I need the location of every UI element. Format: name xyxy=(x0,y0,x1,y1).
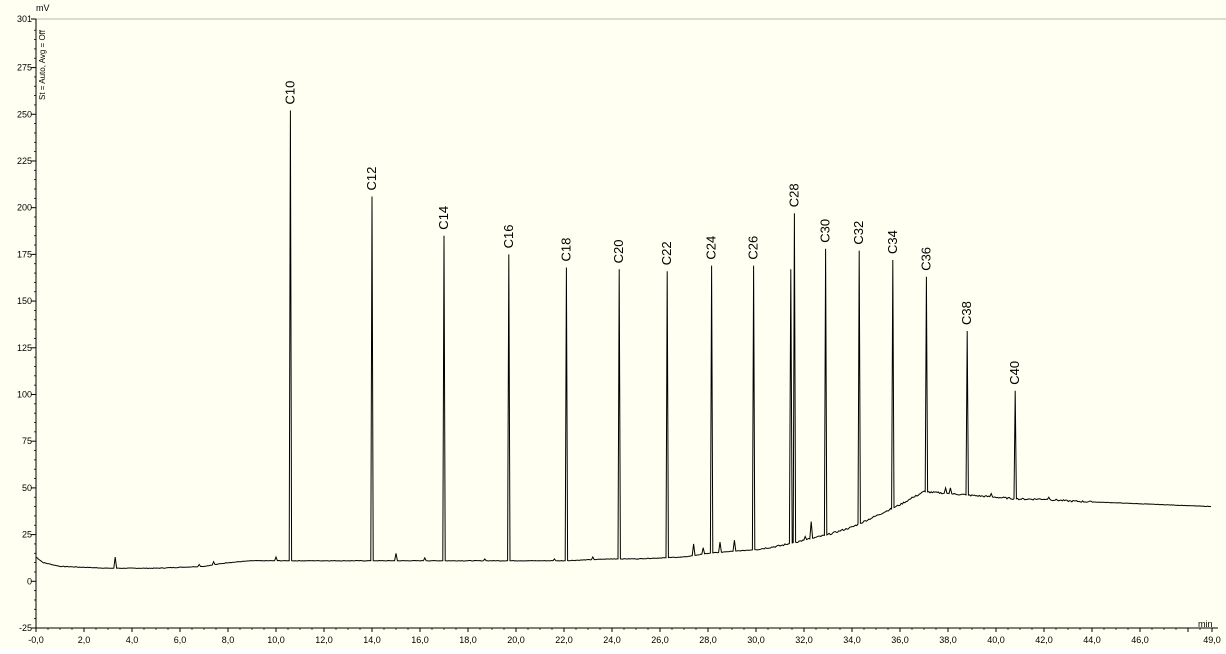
chromatogram-trace xyxy=(35,110,1212,570)
x-tick-label: 22,0 xyxy=(555,635,573,645)
peak-label-c18: C18 xyxy=(558,238,573,262)
y-tick-label: 225 xyxy=(17,156,32,166)
x-tick-label: 42,0 xyxy=(1035,635,1053,645)
x-tick-label: 36,0 xyxy=(891,635,909,645)
y-axis-label: mV xyxy=(36,3,50,13)
x-tick-label: 24,0 xyxy=(603,635,621,645)
peak-label-c40: C40 xyxy=(1007,361,1022,385)
x-tick-label: 49,0 xyxy=(1203,635,1221,645)
peak-label-c10: C10 xyxy=(282,81,297,105)
marks: C10 C12 C14 C16 C18 C20 C22 C24 C26 C28 C30 C32 C34 C… xyxy=(35,81,1212,570)
peak-label-c34: C34 xyxy=(885,230,900,254)
peak-label-c22: C22 xyxy=(659,241,674,265)
y-tick-label: 50 xyxy=(22,483,32,493)
y-tick-label: 0 xyxy=(27,576,32,586)
y-tick-label: -25 xyxy=(19,623,32,633)
x-tick-label: 20,0 xyxy=(507,635,525,645)
x-tick-label: 38,0 xyxy=(939,635,957,645)
peak-label-c28: C28 xyxy=(786,183,801,207)
peak-label-c14: C14 xyxy=(436,206,451,230)
x-tick-label: 32,0 xyxy=(795,635,813,645)
peak-label-c30: C30 xyxy=(818,219,833,243)
x-axis-label: min xyxy=(1198,619,1213,629)
x-tick-label: 46,0 xyxy=(1131,635,1149,645)
y-tick-label: 175 xyxy=(17,249,32,259)
x-tick-label: 12,0 xyxy=(315,635,333,645)
x-tick-label: 26,0 xyxy=(651,635,669,645)
x-tick-label: 14,0 xyxy=(363,635,381,645)
x-tick-label: 10,0 xyxy=(267,635,285,645)
y-tick-label: 275 xyxy=(17,63,32,73)
y-tick-label: 301 xyxy=(17,14,32,24)
peak-label-c20: C20 xyxy=(611,239,626,263)
x-tick-label: 18,0 xyxy=(459,635,477,645)
peak-label-c36: C36 xyxy=(918,247,933,271)
y-tick-label: 200 xyxy=(17,203,32,213)
x-tick-label: 16,0 xyxy=(411,635,429,645)
x-tick-label: 8,0 xyxy=(222,635,235,645)
y-tick-label: 100 xyxy=(17,389,32,399)
peak-label-c24: C24 xyxy=(704,236,719,260)
x-tick-label: 30,0 xyxy=(747,635,765,645)
x-tick-label: 4,0 xyxy=(126,635,139,645)
x-tick-label: -0,0 xyxy=(28,635,44,645)
x-tick-label: 2,0 xyxy=(78,635,91,645)
y-tick-label: 75 xyxy=(22,436,32,446)
x-tick-label: 44,0 xyxy=(1083,635,1101,645)
peak-label-c16: C16 xyxy=(501,225,516,249)
x-tick-label: 40,0 xyxy=(987,635,1005,645)
y-tick-label: 250 xyxy=(17,109,32,119)
axes: -25 0 25 50 75 100 125 150 175 200 225 250 275 301 -0,… xyxy=(17,14,1226,645)
peak-label-c32: C32 xyxy=(851,221,866,245)
signal-settings-note: St = Auto, Avg = Off xyxy=(38,29,47,100)
peak-label-c12: C12 xyxy=(364,167,379,191)
x-tick-label: 28,0 xyxy=(699,635,717,645)
y-tick-label: 150 xyxy=(17,296,32,306)
peak-label-c38: C38 xyxy=(959,301,974,325)
x-tick-label: 34,0 xyxy=(843,635,861,645)
y-tick-label: 125 xyxy=(17,343,32,353)
y-tick-label: 25 xyxy=(22,530,32,540)
peak-label-c26: C26 xyxy=(746,236,761,260)
x-tick-label: 6,0 xyxy=(174,635,187,645)
